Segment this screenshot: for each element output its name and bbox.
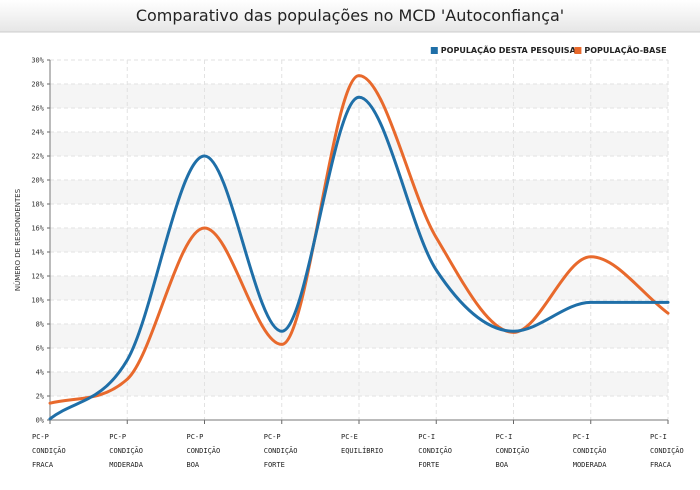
y-tick-label: 8% bbox=[36, 321, 45, 329]
x-tick-label: PC-P CONDIÇÃO BOA bbox=[187, 433, 221, 469]
x-tick-label-line: EQUILÍBRIO bbox=[341, 446, 383, 455]
x-tick-label-line: BOA bbox=[187, 461, 200, 469]
axes bbox=[47, 59, 669, 424]
y-tick-label: 2% bbox=[36, 393, 45, 401]
y-tick-label: 0% bbox=[36, 417, 45, 425]
y-tick-label: 18% bbox=[31, 201, 44, 209]
x-tick-label-line: PC-P bbox=[264, 433, 281, 441]
x-tick-label-line: CONDIÇÃO bbox=[187, 446, 221, 455]
legend[interactable]: POPULAÇÃO DESTA PESQUISA POPULAÇÃO-BASE bbox=[430, 45, 667, 55]
x-tick-label-line: FORTE bbox=[418, 461, 439, 469]
x-tick-label: PC-I CONDIÇÃO MODERADA bbox=[573, 433, 608, 469]
series-lines bbox=[48, 74, 670, 421]
x-tick-label-line: FRACA bbox=[650, 461, 672, 469]
legend-swatch[interactable] bbox=[430, 47, 438, 54]
series-line-base bbox=[48, 74, 670, 405]
y-tick-label: 24% bbox=[31, 129, 44, 137]
x-tick-label-line: CONDIÇÃO bbox=[573, 446, 607, 455]
chart-title: Comparativo das populações no MCD 'Autoc… bbox=[136, 6, 564, 25]
x-tick-label-line: FORTE bbox=[264, 461, 285, 469]
x-tick-label-line: PC-I bbox=[496, 433, 513, 441]
x-tick-label-line: CONDIÇÃO bbox=[32, 446, 66, 455]
x-tick-label-line: PC-P bbox=[187, 433, 204, 441]
x-tick-label-line: PC-E bbox=[341, 433, 358, 441]
x-tick-label-line: BOA bbox=[496, 461, 509, 469]
y-tick-label: 16% bbox=[31, 225, 44, 233]
legend-label[interactable]: POPULAÇÃO DESTA PESQUISA bbox=[441, 45, 577, 55]
series-line-pesquisa bbox=[48, 95, 670, 421]
x-tick-label-line: PC-P bbox=[32, 433, 49, 441]
y-tick-label: 12% bbox=[31, 273, 44, 281]
x-tick-label: PC-I CONDIÇÃO FORTE bbox=[418, 433, 452, 469]
x-tick-label: PC-I CONDIÇÃO BOA bbox=[496, 433, 530, 469]
x-tick-label: PC-P CONDIÇÃO FRACA bbox=[32, 433, 66, 469]
y-tick-label: 4% bbox=[36, 369, 45, 377]
x-tick-label-line: CONDIÇÃO bbox=[109, 446, 143, 455]
legend-label[interactable]: POPULAÇÃO-BASE bbox=[584, 45, 666, 55]
y-tick-label: 28% bbox=[31, 81, 44, 89]
x-tick-label: PC-I CONDIÇÃO FRACA bbox=[650, 433, 684, 469]
title-bar bbox=[0, 0, 700, 32]
y-tick-label: 10% bbox=[31, 297, 44, 305]
y-tick-label: 20% bbox=[31, 177, 44, 185]
y-tick-label: 30% bbox=[31, 57, 44, 65]
x-tick-label-line: CONDIÇÃO bbox=[496, 446, 530, 455]
y-tick-label: 22% bbox=[31, 153, 44, 161]
x-tick-label-line: CONDIÇÃO bbox=[264, 446, 298, 455]
x-tick-label-line: PC-I bbox=[418, 433, 435, 441]
x-tick-label: PC-P CONDIÇÃO FORTE bbox=[264, 433, 298, 469]
x-tick-label-line: MODERADA bbox=[573, 461, 608, 469]
y-tick-label: 26% bbox=[31, 105, 44, 113]
x-tick-label-line: PC-I bbox=[573, 433, 590, 441]
y-axis-label: NÚMERO DE RESPONDENTES bbox=[13, 188, 22, 291]
legend-swatch[interactable] bbox=[574, 47, 582, 54]
x-tick-label: PC-E EQUILÍBRIO bbox=[341, 433, 383, 455]
x-tick-label: PC-P CONDIÇÃO MODERADA bbox=[109, 433, 144, 469]
x-tick-label-line: PC-I bbox=[650, 433, 667, 441]
x-tick-label-line: CONDIÇÃO bbox=[418, 446, 452, 455]
y-tick-labels: 0% 2% 4% 6% 8% 10% 12% 14% 16% 18% 20% 22% 24% 26% 28%… bbox=[31, 57, 44, 425]
x-tick-label-line: MODERADA bbox=[109, 461, 144, 469]
x-tick-label-line: CONDIÇÃO bbox=[650, 446, 684, 455]
x-tick-label-line: FRACA bbox=[32, 461, 54, 469]
x-tick-label-line: PC-P bbox=[109, 433, 126, 441]
y-tick-label: 14% bbox=[31, 249, 44, 257]
y-tick-label: 6% bbox=[36, 345, 45, 353]
